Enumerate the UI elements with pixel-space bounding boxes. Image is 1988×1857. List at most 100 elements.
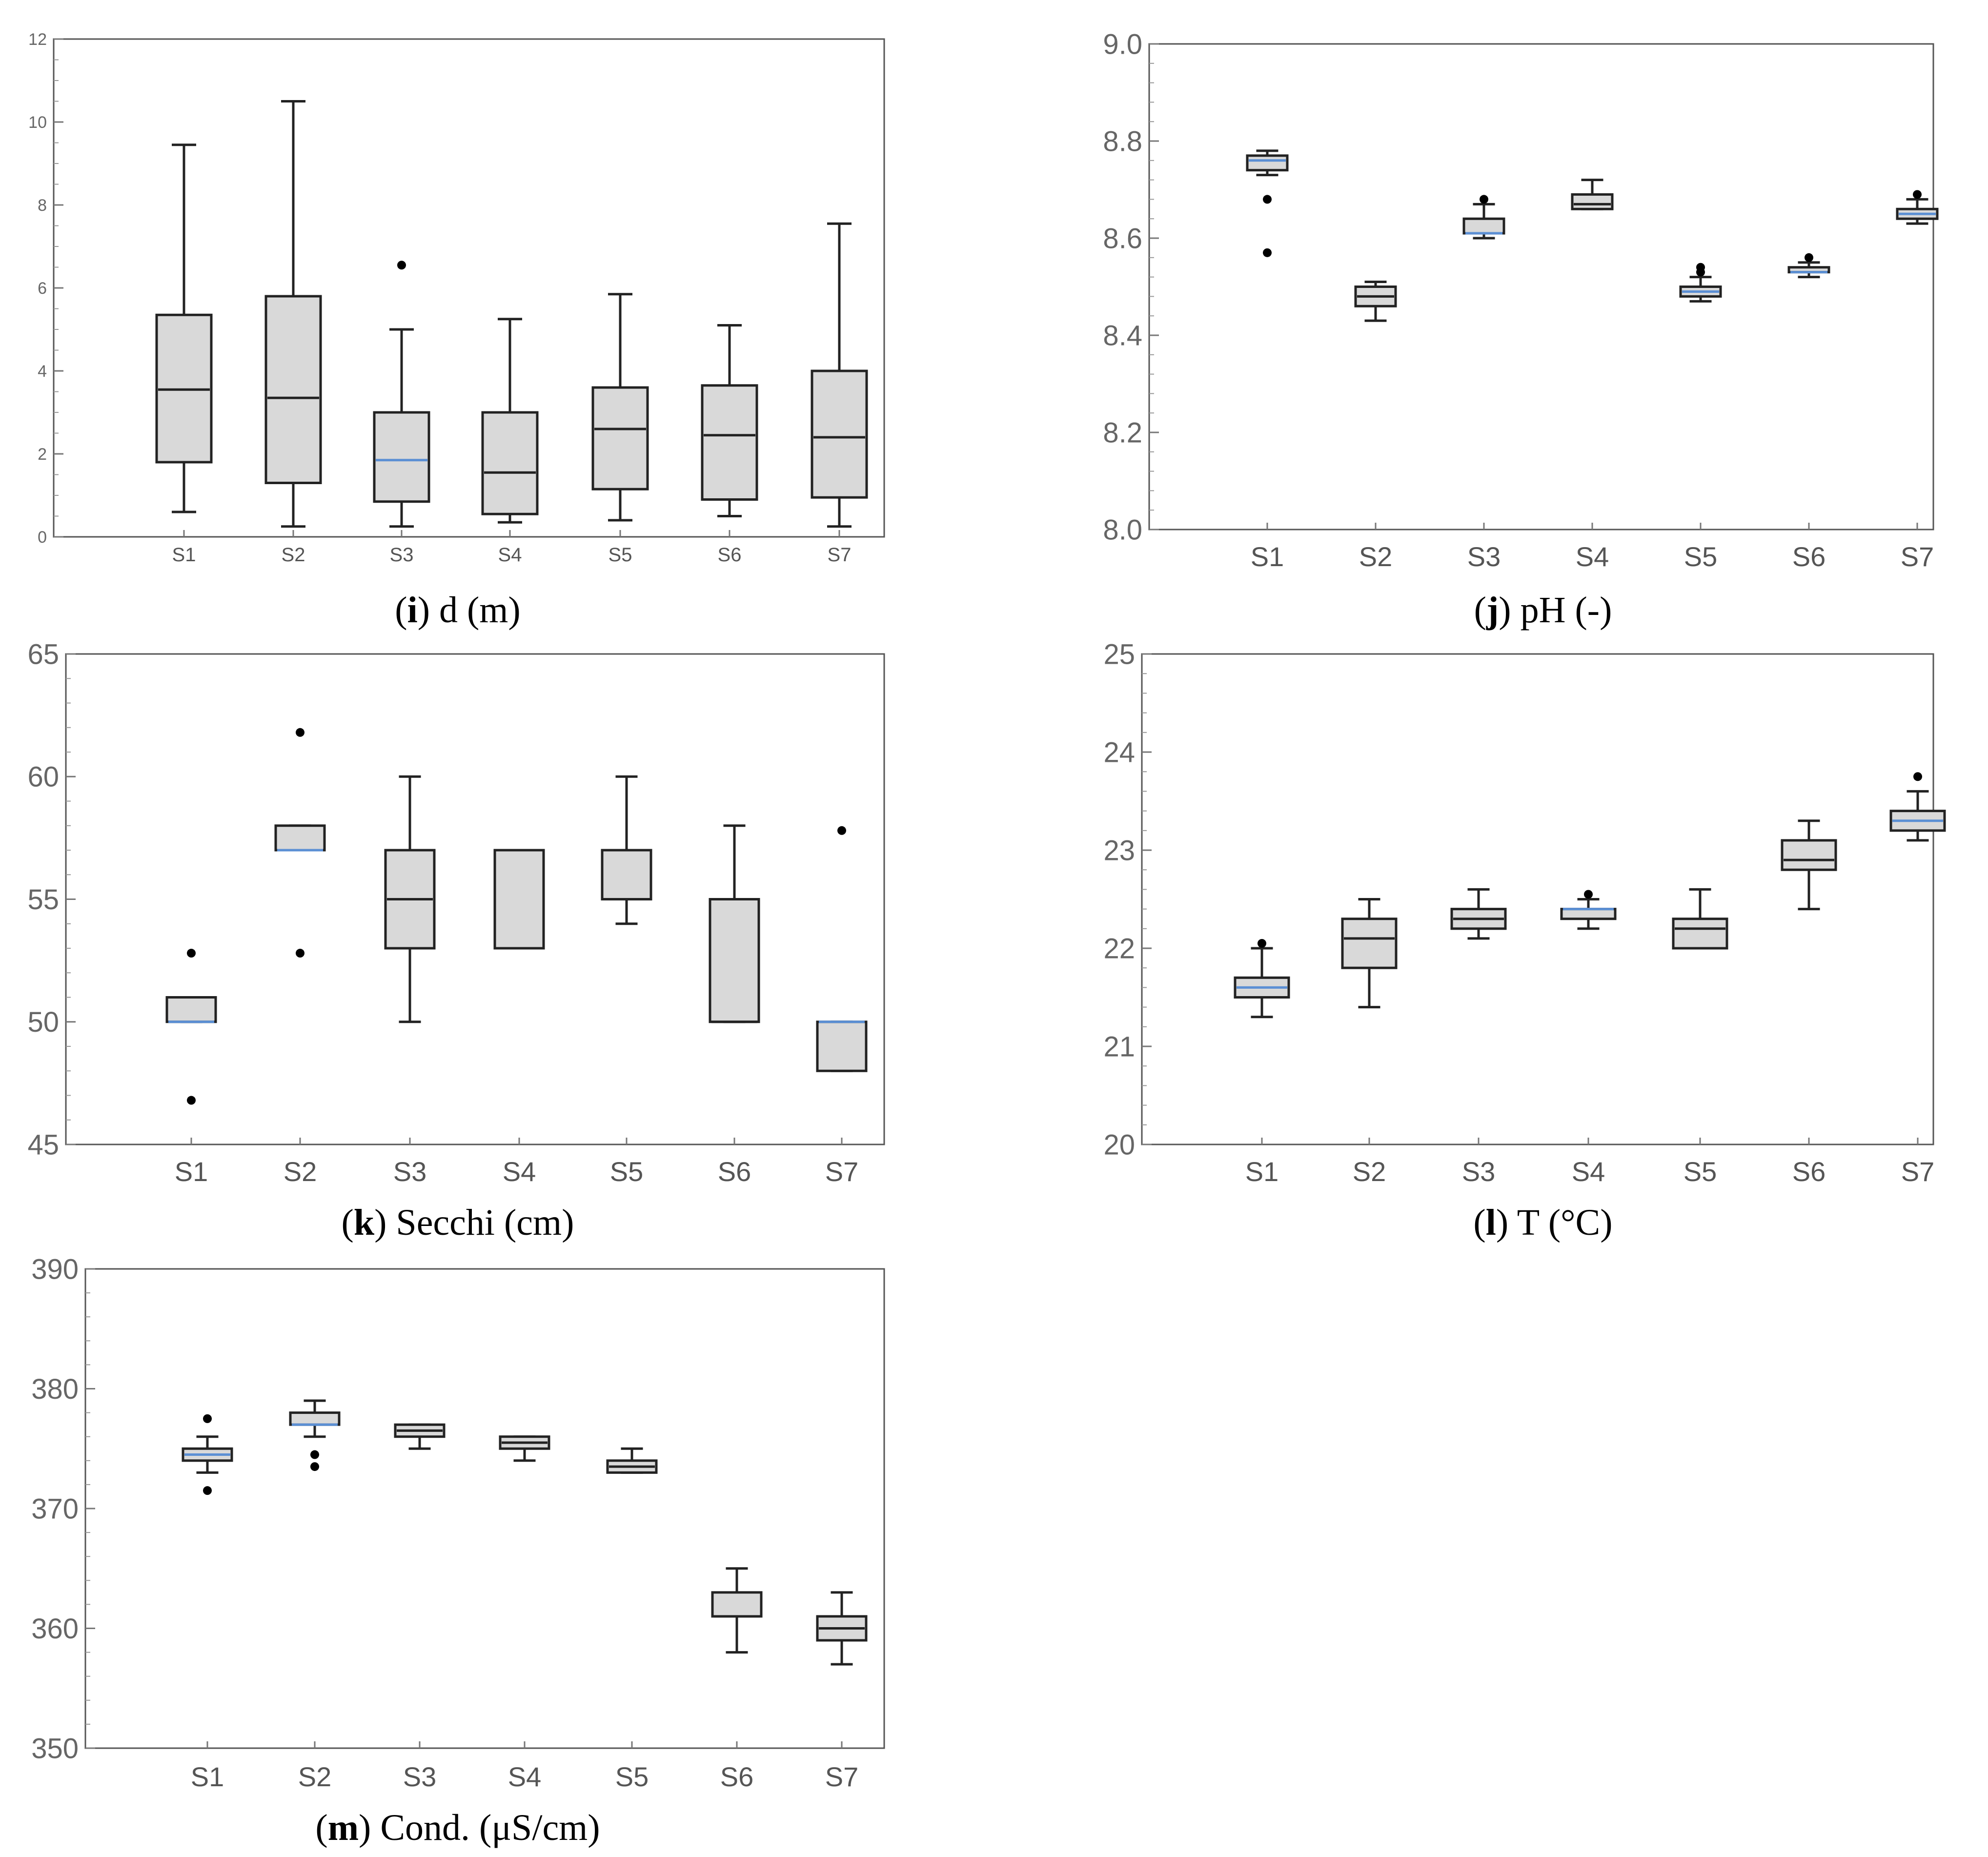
x-tick-label: S7 <box>828 544 852 566</box>
y-tick-label: 8.4 <box>1103 320 1142 351</box>
x-tick-label: S1 <box>191 1761 224 1792</box>
y-tick-label: 4 <box>38 362 47 381</box>
x-tick-label: S7 <box>1901 541 1934 572</box>
box-S3 <box>373 261 430 528</box>
plot-frame <box>84 1268 885 1749</box>
iqr-box <box>1462 217 1505 235</box>
plot-frame <box>1141 653 1934 1145</box>
box-S2 <box>1354 281 1397 322</box>
iqr-box <box>274 824 326 852</box>
y-tick-label: 8.6 <box>1103 223 1142 254</box>
y-tick-label: 390 <box>31 1253 79 1285</box>
panel-i: 0 2 4 6 8 10 12 S1 S2 S3 S4 S5 S6 S7 (i) d (m) <box>28 30 885 631</box>
y-tick-label: 350 <box>31 1733 79 1764</box>
x-tick-label: S2 <box>282 544 305 566</box>
caption-letter: i <box>407 590 418 631</box>
y-tick-label: 55 <box>27 884 59 916</box>
panel-k: 45 50 55 60 65 S1 S2 S3 S4 S5 S6 S7 (k) Secchi (cm) <box>27 638 885 1243</box>
x-tick-label: S3 <box>1462 1156 1496 1187</box>
iqr-box <box>481 411 539 515</box>
iqr-box <box>493 849 545 950</box>
outlier-point <box>187 949 196 958</box>
y-tick-label: 10 <box>28 113 47 132</box>
box-S6 <box>1781 819 1837 911</box>
y-tick-label: 380 <box>31 1373 79 1405</box>
iqr-box <box>709 898 760 1023</box>
y-tick-label: 0 <box>38 528 47 547</box>
outlier-point <box>296 949 304 958</box>
box-S4 <box>481 318 539 524</box>
y-tick-label: 8.8 <box>1103 125 1142 157</box>
y-tick-label: 2 <box>38 445 47 464</box>
outlier-point <box>310 1462 319 1471</box>
caption-text: d (m) <box>430 590 521 631</box>
iqr-box <box>165 996 217 1023</box>
x-tick-label: S6 <box>1792 1156 1826 1187</box>
panel-caption: (l) T (°C) <box>1473 1202 1612 1243</box>
x-tick-label: S2 <box>298 1761 332 1792</box>
iqr-box <box>601 849 652 900</box>
box-S6 <box>711 1567 763 1654</box>
iqr-box <box>264 295 322 484</box>
box-S7 <box>811 222 868 528</box>
box-S4 <box>1571 179 1614 210</box>
box-S5 <box>601 775 652 925</box>
iqr-box <box>591 386 649 490</box>
box-S5 <box>1679 263 1722 303</box>
iqr-box <box>711 1591 763 1618</box>
outlier-point <box>1913 190 1922 199</box>
outlier-point <box>1584 890 1593 899</box>
y-tick-label: 23 <box>1103 835 1135 866</box>
box-S2 <box>1341 898 1398 1009</box>
x-tick-label: S3 <box>1467 541 1501 572</box>
x-tick-label: S6 <box>720 1761 754 1792</box>
iqr-box <box>1246 154 1289 172</box>
iqr-box <box>811 369 868 499</box>
x-tick-label: S5 <box>610 1156 644 1187</box>
outlier-point <box>203 1486 212 1495</box>
x-tick-label: S5 <box>1684 1156 1717 1187</box>
x-tick-label: S1 <box>1245 1156 1279 1187</box>
x-tick-label: S4 <box>1572 1156 1605 1187</box>
outlier-point <box>1263 248 1272 257</box>
x-tick-label: S6 <box>718 1156 751 1187</box>
y-tick-label: 9.0 <box>1103 28 1142 60</box>
box-S5 <box>1672 888 1728 950</box>
x-tick-label: S4 <box>508 1761 542 1792</box>
iqr-box <box>373 411 430 503</box>
box-S6 <box>709 824 760 1023</box>
y-tick-label: 60 <box>27 761 59 793</box>
x-tick-label: S4 <box>498 544 522 566</box>
y-tick-label: 20 <box>1103 1129 1135 1161</box>
box-S7 <box>1889 772 1946 842</box>
x-tick-label: S2 <box>1359 541 1393 572</box>
iqr-box <box>289 1411 341 1426</box>
x-tick-label: S4 <box>1576 541 1609 572</box>
outlier-point <box>1480 195 1488 204</box>
panel-l: 20 21 22 23 24 25 S1 S2 S3 S4 S5 S6 S7 (l) T (°C) <box>1103 638 1946 1243</box>
y-tick-label: 8.2 <box>1103 417 1142 449</box>
y-tick-label: 360 <box>31 1613 79 1645</box>
y-tick-label: 8.0 <box>1103 514 1142 546</box>
box-S2 <box>274 728 326 958</box>
box-S3 <box>384 775 436 1023</box>
box-S2 <box>289 1399 341 1471</box>
x-tick-label: S4 <box>503 1156 536 1187</box>
box-S4 <box>493 849 545 950</box>
outlier-point <box>1258 939 1266 948</box>
box-S1 <box>182 1414 233 1495</box>
box-S3 <box>1462 195 1505 240</box>
x-tick-label: S7 <box>825 1156 859 1187</box>
iqr-box <box>1571 193 1614 210</box>
x-tick-label: S7 <box>1901 1156 1935 1187</box>
y-tick-label: 24 <box>1103 736 1135 768</box>
box-S5 <box>591 293 649 522</box>
caption-text: Cond. (μS/cm) <box>371 1807 600 1848</box>
x-tick-label: S2 <box>284 1156 317 1187</box>
outlier-point <box>310 1450 319 1459</box>
box-S3 <box>394 1423 446 1450</box>
y-tick-label: 12 <box>28 30 47 49</box>
caption-text: T (°C) <box>1508 1202 1612 1243</box>
x-tick-label: S5 <box>615 1761 649 1792</box>
outlier-point <box>187 1096 196 1105</box>
